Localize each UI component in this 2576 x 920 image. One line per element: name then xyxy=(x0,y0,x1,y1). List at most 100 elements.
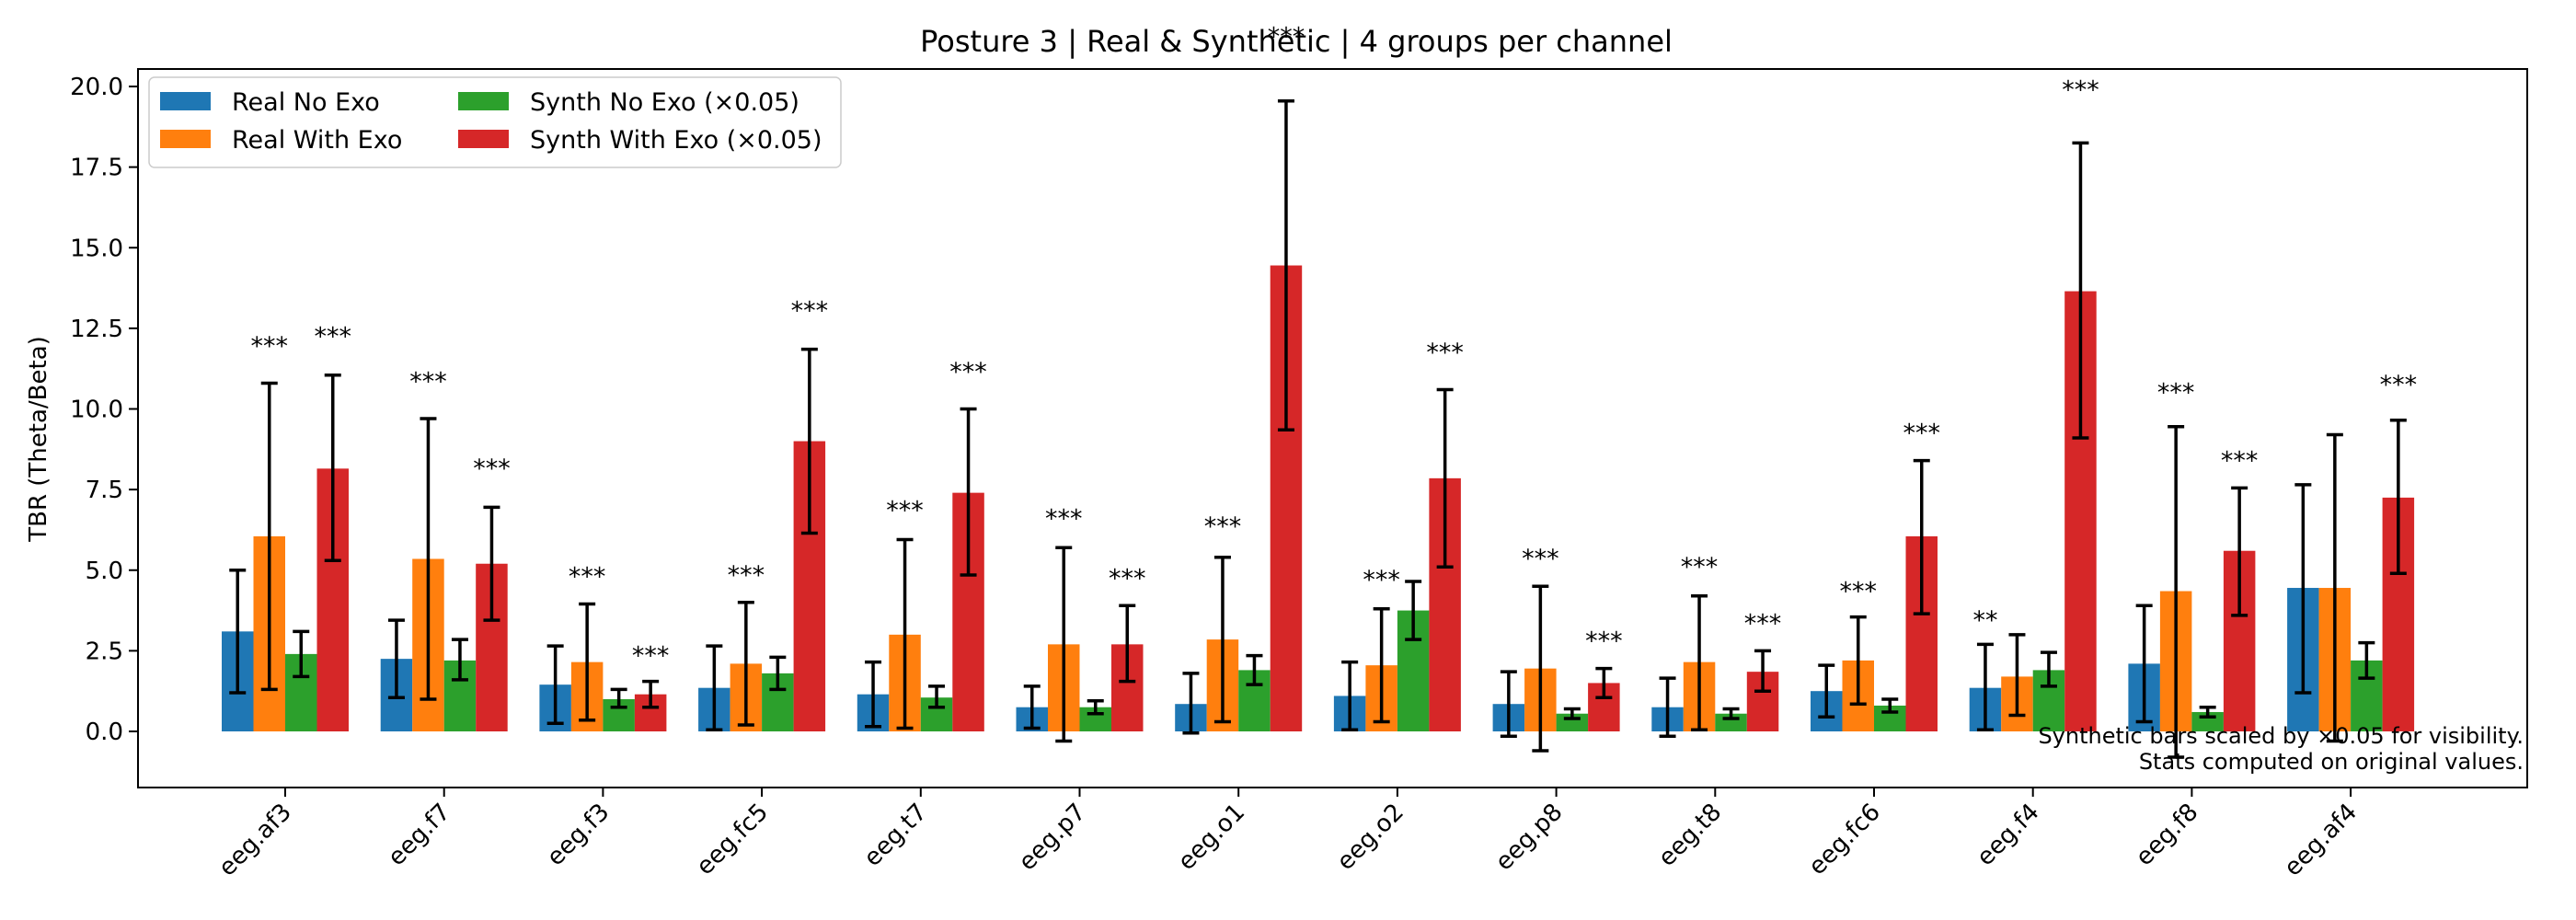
bars-layer xyxy=(222,265,2415,731)
significance-label: *** xyxy=(251,332,289,361)
significance-label: *** xyxy=(1585,627,1623,656)
error-bar-eeg-o1-real-with-exo xyxy=(1213,555,1231,724)
significance-label: *** xyxy=(473,454,511,483)
y-tick-label: 7.5 xyxy=(86,477,123,504)
significance-label: *** xyxy=(569,563,606,592)
y-axis-label: TBR (Theta/Beta) xyxy=(25,336,52,543)
y-tick-label: 20.0 xyxy=(70,74,123,101)
significance-label: *** xyxy=(2062,75,2099,104)
y-tick-label: 17.5 xyxy=(70,155,123,182)
error-bar-eeg-fc6-synth-with-exo-0-05 xyxy=(1913,458,1930,615)
legend-swatch-synth-no-exo xyxy=(458,92,509,110)
error-bar-eeg-f3-synth-with-exo-0-05 xyxy=(642,679,660,709)
error-bar-eeg-f4-synth-with-exo-0-05 xyxy=(2072,141,2089,440)
error-bar-eeg-f4-synth-no-exo-0-05 xyxy=(2040,650,2057,688)
error-bar-eeg-af4-synth-with-exo-0-05 xyxy=(2389,419,2407,576)
significance-label: *** xyxy=(949,358,987,386)
significance-label: *** xyxy=(1426,339,1464,367)
error-bar-eeg-af3-real-no-exo xyxy=(229,569,247,695)
y-tick-label: 12.5 xyxy=(70,316,123,343)
significance-label: *** xyxy=(1522,545,1559,573)
y-tick-label: 10.0 xyxy=(70,397,123,424)
error-bar-eeg-p8-synth-with-exo-0-05 xyxy=(1595,666,1613,699)
error-bar-eeg-fc5-synth-no-exo-0-05 xyxy=(769,655,787,692)
error-bar-eeg-f8-synth-with-exo-0-05 xyxy=(2231,486,2248,617)
x-tick-label-eeg-p8: eeg.p8 xyxy=(1490,799,1569,877)
x-tick-label-eeg-f7: eeg.f7 xyxy=(383,799,456,872)
legend-label-real-with-exo: Real With Exo xyxy=(232,126,402,155)
error-bar-eeg-t8-real-no-exo xyxy=(1659,676,1676,739)
error-bar-eeg-t8-synth-with-exo-0-05 xyxy=(1754,649,1772,693)
x-tick-label-eeg-p7: eeg.p7 xyxy=(1014,799,1092,877)
significance-label: *** xyxy=(2157,379,2195,408)
legend-label-synth-no-exo: Synth No Exo (×0.05) xyxy=(530,88,799,117)
error-bar-eeg-o2-real-no-exo xyxy=(1341,660,1359,731)
significance-label: *** xyxy=(1840,577,1878,605)
footnote-line-1: Synthetic bars scaled by ×0.05 for visib… xyxy=(2038,723,2524,749)
significance-label: *** xyxy=(1363,566,1400,594)
significance-label: ** xyxy=(1972,606,1997,635)
error-bar-eeg-f7-real-with-exo xyxy=(420,417,437,701)
error-bar-eeg-f3-real-no-exo xyxy=(546,644,564,725)
legend-box xyxy=(148,76,842,168)
significance-label: *** xyxy=(409,367,447,396)
significance-annotations: *** *************************************… xyxy=(251,22,2418,670)
error-bar-eeg-fc6-real-with-exo xyxy=(1849,615,1867,706)
error-bar-eeg-o2-synth-no-exo-0-05 xyxy=(1405,580,1422,641)
footnote-line-2: Stats computed on original values. xyxy=(2139,749,2524,775)
chart-title: Posture 3 | Real & Synthetic | 4 groups … xyxy=(920,24,1673,59)
plot-frame xyxy=(137,68,2528,788)
x-tick-label-eeg-fc6: eeg.fc6 xyxy=(1803,799,1886,881)
x-tick-label-eeg-f8: eeg.f8 xyxy=(2131,799,2204,872)
error-bar-eeg-f8-real-no-exo xyxy=(2135,604,2153,724)
error-bar-eeg-f7-synth-with-exo-0-05 xyxy=(483,505,500,622)
x-tick-label-eeg-af4: eeg.af4 xyxy=(2279,799,2363,882)
x-tick-label-eeg-f3: eeg.f3 xyxy=(542,799,615,872)
x-tick-label-eeg-af3: eeg.af3 xyxy=(213,799,297,882)
error-bar-eeg-f8-synth-no-exo-0-05 xyxy=(2199,705,2216,719)
significance-label: *** xyxy=(1109,564,1146,592)
error-bar-eeg-f8-real-with-exo xyxy=(2168,425,2185,759)
error-bar-eeg-t7-real-no-exo xyxy=(865,660,882,729)
significance-label: *** xyxy=(1268,22,1305,51)
significance-label: *** xyxy=(1681,553,1719,581)
legend-swatch-real-with-exo xyxy=(160,130,211,148)
error-bar-eeg-fc5-synth-with-exo-0-05 xyxy=(800,347,818,535)
legend: Real No Exo Real With Exo Synth No Exo (… xyxy=(148,76,842,168)
x-tick-label-eeg-o2: eeg.o2 xyxy=(1332,799,1409,876)
significance-label: *** xyxy=(632,641,670,670)
error-bar-eeg-p7-synth-no-exo-0-05 xyxy=(1087,698,1104,716)
error-bar-eeg-t7-synth-with-exo-0-05 xyxy=(960,407,977,577)
x-tick-label-eeg-t8: eeg.t8 xyxy=(1653,799,1727,872)
x-tick-label-eeg-fc5: eeg.fc5 xyxy=(691,799,774,881)
error-bar-eeg-f4-real-with-exo xyxy=(2008,633,2026,718)
error-bar-eeg-o1-synth-with-exo-0-05 xyxy=(1277,99,1294,432)
error-bar-eeg-fc5-real-no-exo xyxy=(706,644,723,731)
error-bar-eeg-af4-real-no-exo xyxy=(2294,483,2312,695)
error-bar-eeg-o1-real-no-exo xyxy=(1182,672,1200,735)
significance-label: *** xyxy=(1045,504,1083,533)
x-tick-label-eeg-t7: eeg.t7 xyxy=(858,799,932,872)
error-bar-eeg-t8-real-with-exo xyxy=(1691,594,1708,731)
error-bar-eeg-t7-real-with-exo xyxy=(896,537,914,730)
significance-label: *** xyxy=(2380,371,2418,399)
y-tick-label: 5.0 xyxy=(86,558,123,585)
error-bar-eeg-p8-real-no-exo xyxy=(1500,670,1517,739)
significance-label: *** xyxy=(1204,512,1242,541)
y-tick-label: 2.5 xyxy=(86,638,123,665)
error-bar-eeg-af4-synth-no-exo-0-05 xyxy=(2358,640,2375,680)
error-bar-eeg-af4-real-with-exo xyxy=(2326,432,2343,743)
error-bar-eeg-p8-real-with-exo xyxy=(1532,584,1549,753)
error-bar-eeg-p7-real-with-exo xyxy=(1055,546,1073,743)
x-axis: eeg.af3 eeg.f7 eeg.f3 eeg.fc5 eeg.t7 eeg.p7 ee… xyxy=(213,788,2363,882)
error-bars-layer xyxy=(229,99,2407,759)
legend-swatch-real-no-exo xyxy=(160,92,211,110)
error-bar-eeg-af3-synth-no-exo-0-05 xyxy=(293,629,310,679)
y-axis: 0.0 2.5 5.0 7.5 10.0 12.5 15.0 17.5 20.0 xyxy=(70,74,138,746)
error-bar-eeg-f7-real-no-exo xyxy=(387,618,405,699)
error-bar-eeg-f3-real-with-exo xyxy=(579,602,596,722)
error-bar-eeg-o2-synth-with-exo-0-05 xyxy=(1436,387,1454,569)
error-bar-eeg-o1-synth-no-exo-0-05 xyxy=(1246,653,1263,686)
legend-label-real-no-exo: Real No Exo xyxy=(232,88,380,117)
